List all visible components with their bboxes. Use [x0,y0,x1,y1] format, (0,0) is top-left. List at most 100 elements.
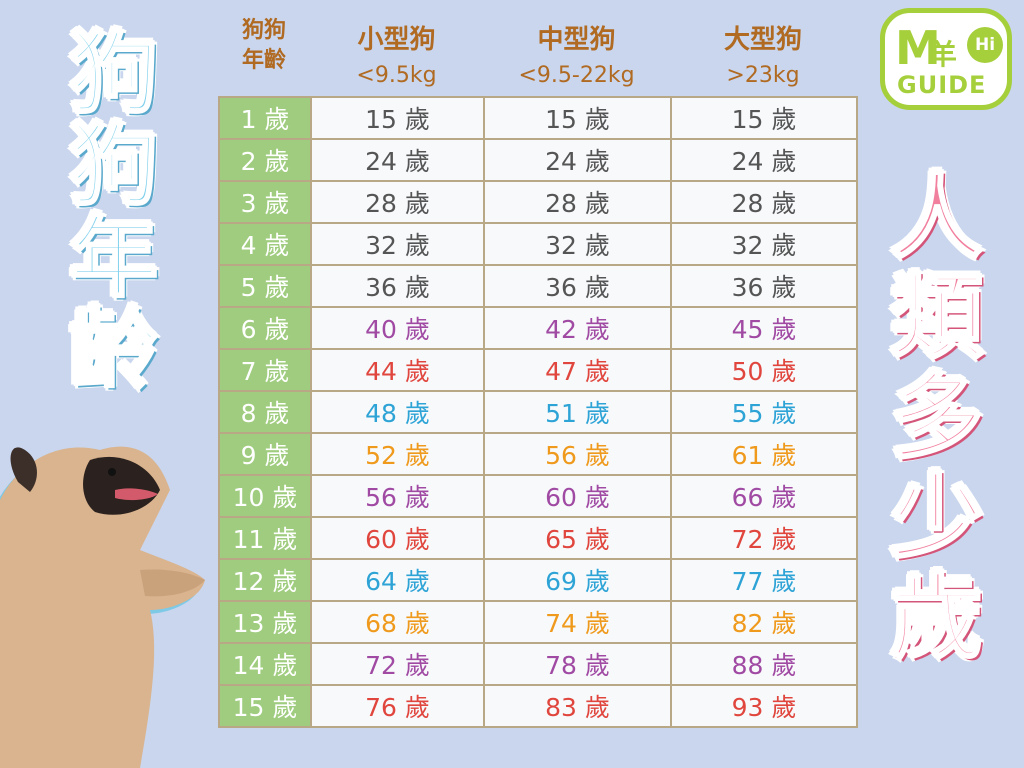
medium-dog-human-age-cell: 78 歲 [483,642,672,686]
french-bulldog-image [0,446,205,768]
header-col-name: 大型狗 [723,25,802,55]
left-title: 狗 狗 年 齡 [62,26,166,401]
table-row: 12 歲 64 歲 69 歲 77 歲 [218,558,858,602]
header-col-range: <9.5kg [356,63,437,88]
right-title-char: 人 [889,164,984,271]
small-dog-human-age-cell: 68 歲 [310,600,485,644]
medium-dog-human-age-cell: 74 歲 [483,600,672,644]
dog-age-cell: 12 歲 [218,558,312,602]
header-corner-line: 年齡 [241,48,286,73]
dog-paw [140,569,205,597]
small-dog-human-age-cell: 72 歲 [310,642,485,686]
small-dog-human-age-cell: 64 歲 [310,558,485,602]
large-dog-human-age-cell: 88 歲 [670,642,858,686]
medium-dog-human-age-cell: 65 歲 [483,516,672,560]
left-title-char: 年 [68,206,159,309]
dog-age-cell: 15 歲 [218,684,312,728]
dog-age-cell: 4 歲 [218,222,312,266]
large-dog-human-age-cell: 36 歲 [670,264,858,308]
medium-dog-human-age-cell: 28 歲 [483,180,672,224]
dog-age-cell: 3 歲 [218,180,312,224]
large-dog-human-age-cell: 24 歲 [670,138,858,182]
left-title-char: 齡 [68,298,159,401]
right-title-char: 多 [889,364,984,471]
right-title-char: 少 [889,464,984,571]
medium-dog-human-age-cell: 51 歲 [483,390,672,434]
small-dog-human-age-cell: 15 歲 [310,96,485,140]
table-row: 9 歲 52 歲 56 歲 61 歲 [218,432,858,476]
header-corner-line: 狗狗 [241,18,286,43]
brand-logo: M 羊 Hi GUIDE [880,8,1012,110]
large-dog-human-age-cell: 32 歲 [670,222,858,266]
dog-face [83,456,160,515]
large-dog-human-age-cell: 15 歲 [670,96,858,140]
dog-age-cell: 7 歲 [218,348,312,392]
dog-ear [10,447,37,492]
medium-dog-human-age-cell: 42 歲 [483,306,672,350]
table-row: 3 歲 28 歲 28 歲 28 歲 [218,180,858,224]
right-title: 人 類 多 少 歲 [872,164,1002,671]
small-dog-human-age-cell: 32 歲 [310,222,485,266]
small-dog-human-age-cell: 48 歲 [310,390,485,434]
table-row: 2 歲 24 歲 24 歲 24 歲 [218,138,858,182]
dog-age-cell: 6 歲 [218,306,312,350]
table-row: 13 歲 68 歲 74 歲 82 歲 [218,600,858,644]
small-dog-human-age-cell: 40 歲 [310,306,485,350]
right-title-char: 類 [889,264,984,371]
header-medium-dog: 中型狗 <9.5-22kg [483,22,670,94]
small-dog-human-age-cell: 76 歲 [310,684,485,728]
logo-guide-text: GUIDE [897,71,987,99]
logo-char: 羊 [929,38,958,71]
small-dog-human-age-cell: 36 歲 [310,264,485,308]
medium-dog-human-age-cell: 36 歲 [483,264,672,308]
large-dog-human-age-cell: 61 歲 [670,432,858,476]
dog-age-cell: 8 歲 [218,390,312,434]
dog-age-cell: 14 歲 [218,642,312,686]
table-row: 5 歲 36 歲 36 歲 36 歲 [218,264,858,308]
medium-dog-human-age-cell: 32 歲 [483,222,672,266]
dog-age-cell: 10 歲 [218,474,312,518]
header-col-range: <9.5-22kg [518,63,635,88]
dog-age-cell: 5 歲 [218,264,312,308]
medium-dog-human-age-cell: 24 歲 [483,138,672,182]
small-dog-human-age-cell: 24 歲 [310,138,485,182]
header-col-name: 小型狗 [357,25,436,55]
medium-dog-human-age-cell: 56 歲 [483,432,672,476]
table-row: 7 歲 44 歲 47 歲 50 歲 [218,348,858,392]
header-corner: 狗狗 年齡 [218,16,310,76]
small-dog-human-age-cell: 56 歲 [310,474,485,518]
small-dog-human-age-cell: 44 歲 [310,348,485,392]
header-large-dog: 大型狗 >23kg [670,22,856,94]
dog-outline [0,446,205,768]
left-title-char: 狗 [68,114,159,217]
table-row: 4 歲 32 歲 32 歲 32 歲 [218,222,858,266]
dog-eye [108,468,116,476]
large-dog-human-age-cell: 55 歲 [670,390,858,434]
small-dog-human-age-cell: 52 歲 [310,432,485,476]
small-dog-human-age-cell: 28 歲 [310,180,485,224]
large-dog-human-age-cell: 72 歲 [670,516,858,560]
table-row: 8 歲 48 歲 51 歲 55 歲 [218,390,858,434]
large-dog-human-age-cell: 93 歲 [670,684,858,728]
table-header: 狗狗 年齡 小型狗 <9.5kg 中型狗 <9.5-22kg 大型狗 >23kg [218,10,858,96]
header-small-dog: 小型狗 <9.5kg [310,22,483,94]
dog-age-cell: 13 歲 [218,600,312,644]
large-dog-human-age-cell: 28 歲 [670,180,858,224]
table-row: 10 歲 56 歲 60 歲 66 歲 [218,474,858,518]
medium-dog-human-age-cell: 69 歲 [483,558,672,602]
table-row: 11 歲 60 歲 65 歲 72 歲 [218,516,858,560]
large-dog-human-age-cell: 82 歲 [670,600,858,644]
medium-dog-human-age-cell: 15 歲 [483,96,672,140]
table-row: 1 歲 15 歲 15 歲 15 歲 [218,96,858,140]
large-dog-human-age-cell: 66 歲 [670,474,858,518]
large-dog-human-age-cell: 77 歲 [670,558,858,602]
dog-tongue [115,488,158,501]
medium-dog-human-age-cell: 60 歲 [483,474,672,518]
medium-dog-human-age-cell: 83 歲 [483,684,672,728]
table-row: 14 歲 72 歲 78 歲 88 歲 [218,642,858,686]
dog-age-cell: 9 歲 [218,432,312,476]
dog-age-cell: 1 歲 [218,96,312,140]
table-row: 6 歲 40 歲 42 歲 45 歲 [218,306,858,350]
right-title-char: 歲 [889,564,984,671]
